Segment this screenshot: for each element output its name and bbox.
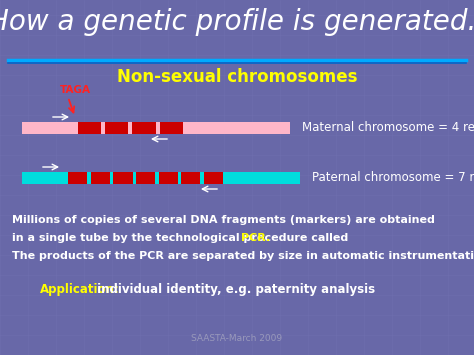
Bar — [22, 122, 290, 134]
Text: The products of the PCR are separated by size in automatic instrumentation.: The products of the PCR are separated by… — [12, 251, 474, 261]
Bar — [105, 122, 128, 134]
Text: Application:: Application: — [40, 283, 120, 296]
Text: TAGA: TAGA — [60, 85, 91, 95]
Bar — [22, 172, 300, 184]
Bar — [132, 122, 155, 134]
Text: Non-sexual chromosomes: Non-sexual chromosomes — [117, 68, 357, 86]
Text: in a single tube by the technological procedure called: in a single tube by the technological pr… — [12, 233, 352, 243]
Bar — [204, 172, 223, 184]
Text: Millions of copies of several DNA fragments (markers) are obtained: Millions of copies of several DNA fragme… — [12, 215, 435, 225]
Bar — [78, 122, 101, 134]
Text: PCR.: PCR. — [241, 233, 270, 243]
Bar — [68, 172, 87, 184]
Text: How a genetic profile is generated..: How a genetic profile is generated.. — [0, 8, 474, 36]
Text: Paternal chromosome = 7 repeats: Paternal chromosome = 7 repeats — [312, 171, 474, 185]
Bar — [160, 122, 183, 134]
Bar — [181, 172, 201, 184]
Text: individual identity, e.g. paternity analysis: individual identity, e.g. paternity anal… — [93, 283, 375, 296]
Text: SAASTA-March 2009: SAASTA-March 2009 — [191, 334, 283, 343]
Bar — [91, 172, 110, 184]
Bar — [113, 172, 133, 184]
Bar — [136, 172, 155, 184]
Text: Maternal chromosome = 4 repeats: Maternal chromosome = 4 repeats — [302, 121, 474, 135]
Bar — [159, 172, 178, 184]
